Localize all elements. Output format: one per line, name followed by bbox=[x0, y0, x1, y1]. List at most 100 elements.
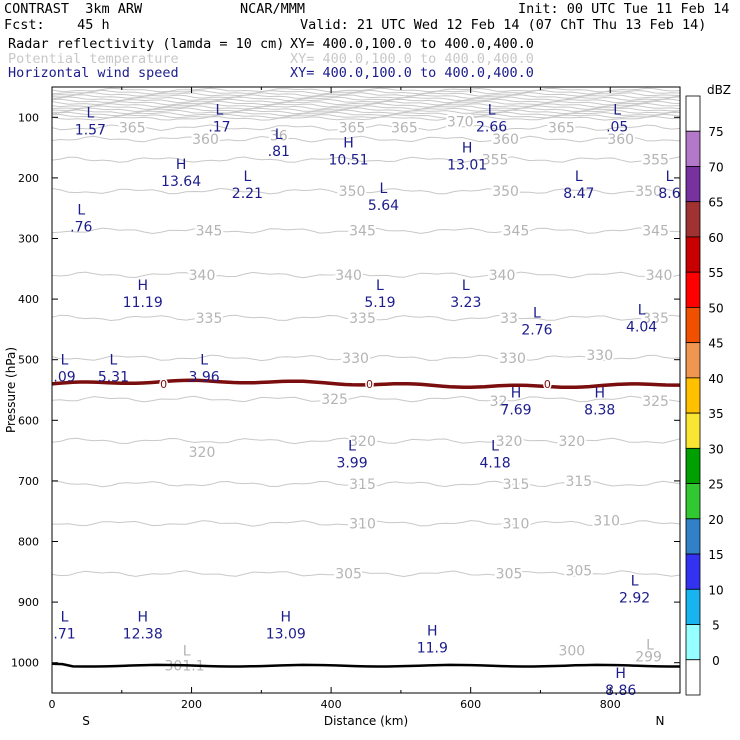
colorbar-segment bbox=[685, 624, 701, 661]
theta-label: 325 bbox=[321, 392, 348, 408]
y-tick-label: 400 bbox=[18, 293, 39, 306]
terrain-line bbox=[51, 662, 680, 668]
x-tick-label: 0 bbox=[49, 698, 56, 711]
theta-label: 315 bbox=[349, 477, 376, 493]
colorbar-segment bbox=[685, 412, 701, 449]
model-title: CONTRAST 3km ARW bbox=[4, 1, 143, 17]
wind-extremum-value: 4.18 bbox=[480, 456, 511, 472]
wind-extremum-value: 4.04 bbox=[626, 319, 657, 335]
wind-extremum-marker: L bbox=[275, 127, 283, 143]
theta-label: 350 bbox=[339, 184, 366, 200]
theta-label: 360 bbox=[607, 132, 634, 148]
colorbar-segment bbox=[685, 659, 701, 696]
colorbar-segment bbox=[685, 483, 701, 520]
wind-extremum-marker: L bbox=[631, 574, 639, 590]
colorbar-segment bbox=[685, 518, 701, 555]
colorbar-label: 70 bbox=[708, 160, 723, 174]
wind-extremum-marker: L bbox=[638, 302, 646, 318]
colorbar-label: 30 bbox=[708, 442, 723, 456]
theta-label: 315 bbox=[503, 477, 530, 493]
theta-label: 299 bbox=[635, 650, 662, 666]
colorbar-segment bbox=[685, 553, 701, 590]
colorbar-label: 55 bbox=[708, 266, 723, 280]
wind-extremum-value: 7.69 bbox=[500, 402, 531, 418]
theta-extremum-marker: L bbox=[646, 638, 654, 654]
theta-label: 305 bbox=[565, 564, 592, 580]
init-time: Init: 00 UTC Tue 11 Feb 14 bbox=[518, 1, 730, 17]
theta-label: 365 bbox=[119, 121, 146, 137]
wind-extremum-value: 2.92 bbox=[619, 591, 650, 607]
wind-extremum-marker: L bbox=[109, 353, 117, 369]
theta-contour-lines bbox=[51, 124, 681, 578]
colorbar-label: 10 bbox=[708, 583, 723, 597]
theta-contour-320 bbox=[51, 437, 681, 445]
field-legend-theta: Potential temperature bbox=[8, 51, 179, 67]
theta-contour-upper bbox=[51, 111, 681, 117]
wind-extremum-value: .17 bbox=[208, 119, 230, 135]
wind-extremum-value: .76 bbox=[70, 219, 92, 235]
theta-label: 355 bbox=[642, 153, 669, 169]
field-xy-reflectivity: XY= 400.0,100.0 to 400.0,400.0 bbox=[290, 36, 534, 52]
wind-extremum-value: .81 bbox=[268, 144, 290, 160]
theta-label: 335 bbox=[642, 311, 669, 327]
colorbar-label: 45 bbox=[708, 337, 723, 351]
wind-extremum-marker: L bbox=[533, 305, 541, 321]
theta-contour-upper bbox=[51, 100, 681, 106]
freezing-level-label: 0 bbox=[366, 378, 373, 391]
theta-label: 365 bbox=[548, 121, 575, 137]
theta-contour-315 bbox=[51, 480, 681, 488]
theta-label: 330 bbox=[499, 351, 526, 367]
y-tick-label: 800 bbox=[18, 536, 39, 549]
colorbar-label: 5 bbox=[712, 619, 720, 633]
wind-extremum-value: 5.64 bbox=[368, 198, 399, 214]
x-tick-label: 400 bbox=[321, 698, 342, 711]
theta-contour-345 bbox=[51, 227, 681, 235]
theta-label: 345 bbox=[196, 224, 223, 240]
y-tick-label: 300 bbox=[18, 233, 39, 246]
theta-contour-upper bbox=[51, 115, 681, 121]
colorbar-label: 65 bbox=[708, 196, 723, 210]
colorbar-label: 20 bbox=[708, 513, 723, 527]
theta-label: 320 bbox=[189, 445, 216, 461]
freezing-level-line bbox=[51, 378, 680, 390]
wind-extremum-marker: L bbox=[666, 169, 674, 185]
wind-extremum-value: 5.19 bbox=[364, 295, 395, 311]
theta-contour-upper bbox=[51, 91, 681, 97]
theta-label: 330 bbox=[342, 351, 369, 367]
wind-extremum-value: 8.47 bbox=[563, 186, 594, 202]
theta-contour-labels: 365 365 365 370 365 360 36 360 360 355 355 350 350 35… bbox=[117, 113, 675, 677]
colorbar-segment bbox=[685, 201, 701, 238]
theta-contour-330 bbox=[51, 354, 681, 362]
theta-label: 330 bbox=[586, 348, 613, 364]
wind-extremum-value: 13.64 bbox=[161, 174, 201, 190]
wind-extremum-marker: H bbox=[615, 666, 626, 682]
colorbar-segment bbox=[685, 271, 701, 308]
theta-contour-upper bbox=[51, 113, 681, 119]
wind-extremum-marker: L bbox=[613, 102, 621, 118]
wind-extremum-marker: L bbox=[575, 169, 583, 185]
x-tick-label: 600 bbox=[460, 698, 481, 711]
theta-contour-upper bbox=[51, 102, 681, 108]
theta-label: 335 bbox=[349, 311, 376, 327]
wind-extremum-value: 11.19 bbox=[123, 295, 163, 311]
theta-label: 350 bbox=[492, 184, 519, 200]
y-tick-label: 600 bbox=[18, 414, 39, 427]
theta-contour-335 bbox=[51, 314, 681, 322]
theta-extremum-marker: L bbox=[183, 644, 191, 660]
wind-extremum-marker: H bbox=[511, 385, 522, 401]
theta-label: 32 bbox=[490, 394, 508, 410]
valid-time: Valid: 21 UTC Wed 12 Feb 14 (07 ChT Thu … bbox=[300, 17, 707, 33]
wind-extremum-value: 11.9 bbox=[417, 640, 448, 656]
theta-label: 33 bbox=[500, 311, 518, 327]
wind-extremum-marker: L bbox=[462, 278, 470, 294]
x-end-label-north: N bbox=[656, 714, 665, 728]
wind-extremum-value: .71 bbox=[53, 626, 75, 642]
theta-label: 300 bbox=[558, 644, 585, 660]
forecast-hour: Fcst: 45 h bbox=[4, 17, 110, 33]
theta-label: 345 bbox=[642, 224, 669, 240]
wind-speed-extrema: L1.57L.17 L.81H10.51L2.66L.05H13.64H13.01… bbox=[53, 102, 680, 699]
y-axis-label: Pressure (hPa) bbox=[4, 347, 18, 433]
colorbar-segment bbox=[685, 447, 701, 484]
wind-extremum-marker: H bbox=[137, 278, 148, 294]
